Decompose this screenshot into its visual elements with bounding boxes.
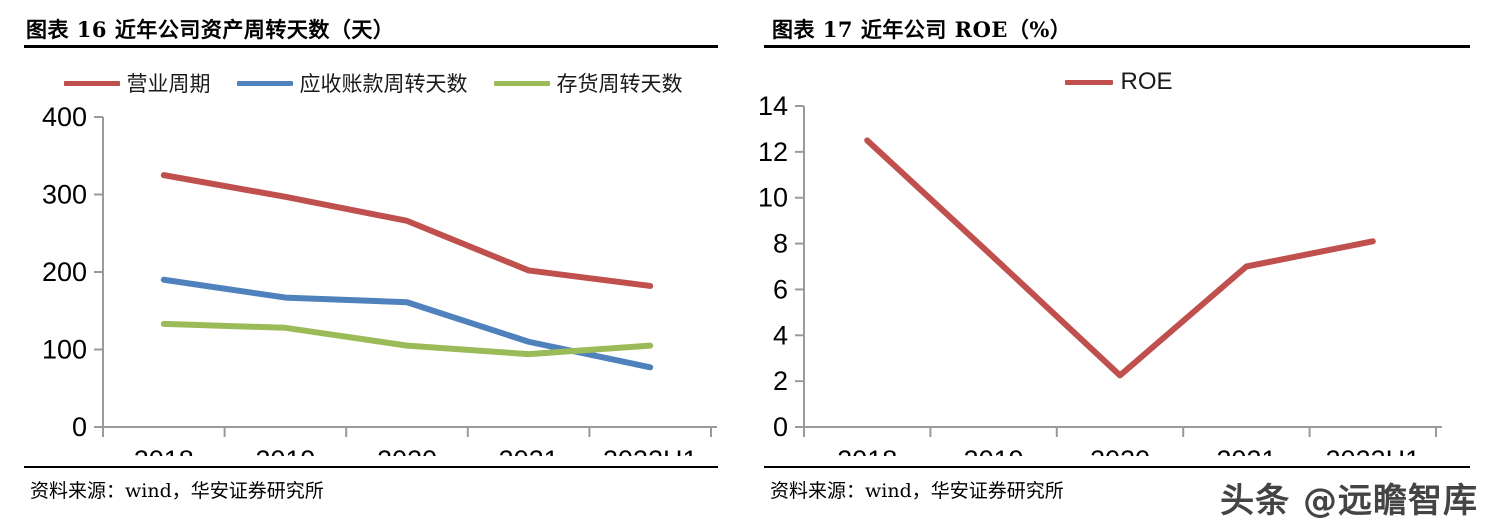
legend-label-operating-cycle: 营业周期 — [126, 72, 211, 96]
y-axis-tick-label: 10 — [758, 183, 788, 213]
legend-item-receivable-days: 应收账款周转天数 — [236, 68, 468, 98]
series-line-存货周转天数 — [160, 320, 654, 358]
x-axis-tick-label: 2018 — [837, 445, 897, 456]
figure-16-legend: 营业周期 应收账款周转天数 存货周转天数 — [0, 68, 746, 98]
x-axis-tick-label: 2021 — [1216, 445, 1276, 456]
legend-item-roe: ROE — [1065, 68, 1173, 96]
figure-17-panel: 图表 17 近年公司 ROE（%） ROE 0 2 4 6 8 10 12 14 2018 201… — [746, 0, 1492, 528]
x-axis-tick-label: 2022H1 — [603, 445, 698, 456]
watermark: 头条 @远瞻智库 — [1220, 481, 1478, 521]
x-axis-tick-label: 2020 — [1090, 445, 1150, 456]
x-axis-tick-label: 2022H1 — [1326, 445, 1421, 456]
legend-label-receivable-days: 应收账款周转天数 — [299, 72, 468, 96]
figure-17-svg: 0 2 4 6 8 10 12 14 2018 2019 2020 2021 2022H1 — [758, 96, 1442, 456]
y-axis-tick-label: 2 — [773, 366, 788, 396]
figure-16-source-rule — [24, 466, 718, 468]
figure-16-plot: 0 100 200 300 400 2018 2019 2020 2021 2022H1 — [0, 96, 746, 456]
y-axis-tick-label: 300 — [42, 180, 87, 210]
y-axis-tick-label: 8 — [773, 229, 788, 259]
x-axis-tick-label: 2019 — [964, 445, 1024, 456]
figure-17-title: 图表 17 近年公司 ROE（%） — [772, 17, 1072, 42]
x-axis-tick-label: 2020 — [377, 445, 437, 456]
y-axis-tick-label: 14 — [758, 96, 788, 121]
figure-17-title-rule — [764, 45, 1470, 48]
series-line-营业周期 — [160, 172, 654, 289]
y-axis-tick-label: 12 — [758, 137, 788, 167]
legend-item-operating-cycle: 营业周期 — [63, 68, 211, 98]
y-axis-tick-label: 100 — [42, 335, 87, 365]
y-axis-tick-label: 400 — [42, 102, 87, 132]
legend-label-roe: ROE — [1120, 68, 1173, 95]
x-axis-tick-label: 2019 — [255, 445, 315, 456]
legend-swatch-red — [63, 80, 120, 86]
x-axis-tick-label: 2018 — [134, 445, 194, 456]
figure-17-source-rule — [764, 466, 1470, 468]
y-axis-tick-label: 0 — [773, 412, 788, 442]
x-axis-tick-label: 2021 — [499, 445, 559, 456]
y-axis-tick-label: 0 — [72, 412, 87, 442]
legend-label-inventory-days: 存货周转天数 — [556, 72, 683, 96]
figure-16-title-rule — [24, 45, 718, 48]
figure-16-panel: 图表 16 近年公司资产周转天数（天） 营业周期 应收账款周转天数 存货周转天数… — [0, 17, 746, 502]
figure-17-legend: ROE — [746, 68, 1492, 96]
legend-swatch-red — [1065, 79, 1114, 85]
series-line-ROE — [864, 137, 1376, 379]
legend-swatch-blue — [236, 80, 293, 86]
figure-16-source: 资料来源：wind，华安证券研究所 — [30, 480, 324, 502]
y-axis-tick-label: 6 — [773, 274, 788, 304]
y-axis-tick-label: 4 — [773, 320, 788, 350]
figure-16-svg: 0 100 200 300 400 2018 2019 2020 2021 2022H1 — [42, 102, 717, 456]
y-axis-tick-label: 200 — [42, 257, 87, 287]
figure-17-plot: 0 2 4 6 8 10 12 14 2018 2019 2020 2021 2022H1 — [746, 96, 1492, 456]
figure-17-source: 资料来源：wind，华安证券研究所 — [770, 480, 1064, 502]
legend-item-inventory-days: 存货周转天数 — [493, 68, 683, 98]
legend-swatch-green — [493, 80, 550, 86]
figure-16-title: 图表 16 近年公司资产周转天数（天） — [26, 17, 395, 42]
